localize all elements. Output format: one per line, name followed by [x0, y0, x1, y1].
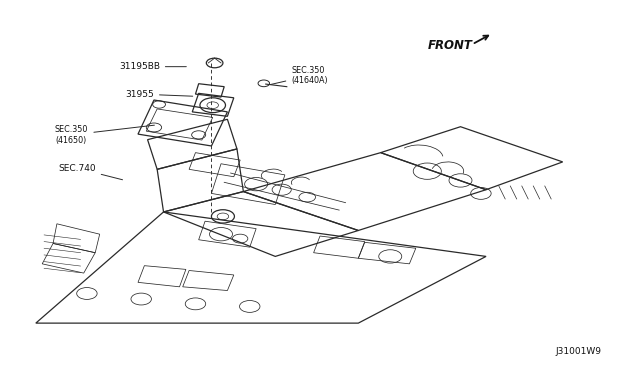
Text: 31955: 31955: [125, 90, 193, 99]
Text: 31195BB: 31195BB: [119, 62, 186, 71]
Text: SEC.350
(41650): SEC.350 (41650): [55, 125, 154, 145]
Text: J31001W9: J31001W9: [555, 347, 601, 356]
Text: SEC.740: SEC.740: [58, 164, 122, 180]
Text: FRONT: FRONT: [428, 39, 472, 52]
Text: SEC.350
(41640A): SEC.350 (41640A): [270, 66, 328, 85]
